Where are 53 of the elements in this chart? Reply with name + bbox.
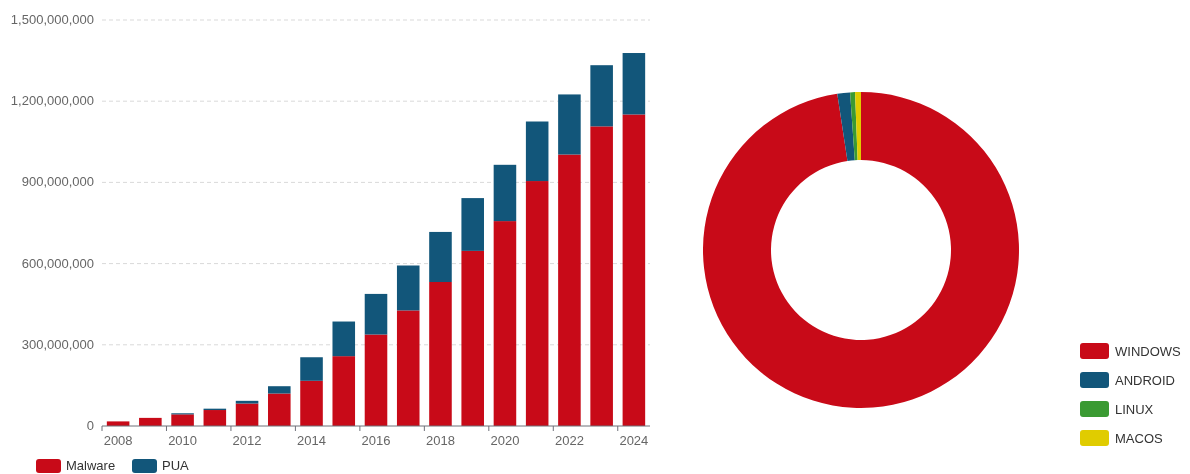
donut-slice: [837, 92, 855, 162]
bar: [235, 400, 259, 404]
bar: [332, 356, 356, 426]
bar: [203, 410, 227, 426]
bar: [525, 181, 549, 426]
bar: [461, 198, 484, 251]
bar: [622, 114, 646, 426]
bar: [590, 65, 613, 127]
donut-slice: [855, 92, 861, 161]
y-tick-label: 1,200,000,000: [10, 93, 94, 109]
bar: [396, 310, 420, 426]
x-tick-label: 2018: [426, 433, 455, 448]
bar: [590, 126, 613, 426]
bar: [429, 282, 452, 426]
legend-label: ANDROID: [1115, 373, 1175, 388]
y-tick-label: 0: [86, 418, 94, 433]
bar: [396, 265, 420, 311]
bar: [364, 293, 388, 335]
bar: [268, 386, 291, 394]
x-tick-label: 2016: [361, 433, 391, 448]
bar: [429, 231, 452, 283]
bar: [300, 380, 323, 426]
x-tick-label: 2024: [619, 433, 649, 448]
bar: [622, 53, 646, 115]
x-tick-label: 2020: [490, 433, 520, 448]
donut-slice: [850, 92, 858, 161]
bar: [300, 357, 323, 381]
donut-slice: [703, 92, 1019, 408]
x-tick-label: 2010: [168, 433, 198, 448]
legend-label: MACOS: [1115, 431, 1163, 446]
legend-label: WINDOWS: [1115, 344, 1182, 359]
y-tick-label: 900,000,000: [21, 174, 94, 190]
x-tick-label: 2008: [103, 433, 133, 448]
bar: [558, 154, 581, 426]
y-tick-label: 1,500,000,000: [10, 12, 94, 27]
x-tick-label: 2012: [232, 433, 262, 448]
legend-label: PUA: [162, 458, 190, 473]
bar: [332, 321, 356, 357]
bar: [461, 250, 484, 426]
bar: [364, 334, 388, 426]
bar: [525, 121, 549, 182]
bar: [171, 414, 194, 426]
y-tick-label: 600,000,000: [21, 255, 94, 271]
bar: [493, 164, 517, 222]
legend-label: LINUX: [1115, 402, 1154, 417]
bar: [235, 403, 259, 426]
legend-label: Malware: [66, 458, 116, 473]
bar: [558, 94, 581, 155]
bar: [493, 221, 517, 426]
x-tick-label: 2014: [297, 433, 326, 448]
x-tick-label: 2022: [554, 433, 584, 448]
y-tick-label: 300,000,000: [21, 336, 94, 352]
bar: [268, 393, 291, 426]
